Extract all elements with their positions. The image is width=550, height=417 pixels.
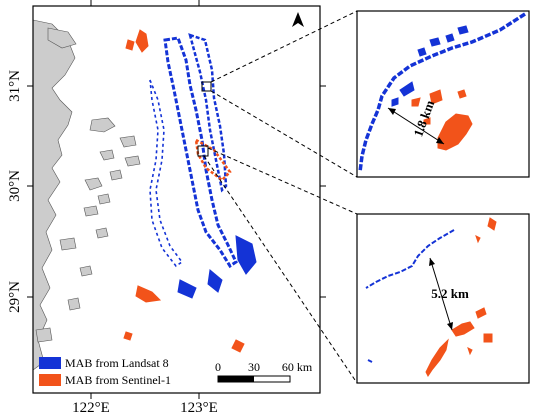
legend-swatch-sentinel (39, 374, 61, 386)
island-5 (124, 155, 141, 167)
island-14 (79, 265, 93, 277)
inset-connectors (203, 10, 358, 384)
legend: MAB from Landsat 8 MAB from Sentinel-1 (39, 356, 171, 387)
latitude-labels: 31°N 30°N 29°N (7, 70, 23, 313)
scale-tick-0: 0 (215, 360, 221, 374)
inset-bottom-distance-line (429, 257, 453, 331)
lat-label-30: 30°N (7, 170, 23, 202)
longitude-labels: 122°E 123°E (72, 400, 218, 416)
inset-top: 1.8 km (356, 10, 530, 178)
lat-label-29: 29°N (7, 281, 23, 313)
island-6 (84, 177, 103, 191)
lon-label-122: 122°E (72, 400, 110, 416)
inset-bottom: 5.2 km (356, 213, 530, 384)
island-12 (67, 297, 81, 311)
island-8 (109, 169, 123, 181)
legend-label-sentinel: MAB from Sentinel-1 (65, 373, 171, 387)
inset-top-sentinel (411, 89, 473, 151)
island-3 (99, 149, 115, 161)
lon-label-123: 123°E (180, 400, 218, 416)
island-4 (119, 135, 137, 148)
map-frame (32, 5, 321, 394)
scale-tick-60: 60 km (282, 360, 313, 374)
inset-bottom-distance-label: 5.2 km (431, 286, 469, 301)
inset-marker-bottom (197, 145, 209, 157)
mainland-coast (32, 19, 76, 371)
island-13 (35, 327, 53, 343)
map-frame-ticks (27, 0, 326, 399)
inset-top-landsat (358, 12, 526, 173)
island-10 (59, 237, 77, 251)
inset-bottom-landsat (365, 229, 455, 363)
inset-bottom-sentinel (425, 217, 497, 377)
island-1 (47, 27, 77, 49)
legend-label-landsat: MAB from Landsat 8 (65, 356, 169, 370)
scale-tick-30: 30 (248, 360, 260, 374)
legend-swatch-landsat (39, 357, 61, 369)
island-9 (83, 205, 99, 217)
main-map: 31°N 30°N 29°N 122°E 123°E MAB from Land… (7, 0, 326, 416)
landsat-patches (149, 33, 257, 299)
land-areas (32, 19, 141, 371)
north-arrow-icon (292, 12, 304, 27)
lat-label-31: 31°N (7, 70, 23, 102)
island-7 (97, 193, 111, 205)
inset-marker-top (201, 81, 212, 92)
scale-bar: 0 30 60 km (215, 360, 313, 383)
inset-top-distance-line (387, 107, 445, 145)
island-11 (95, 227, 109, 239)
island-2 (89, 117, 116, 133)
